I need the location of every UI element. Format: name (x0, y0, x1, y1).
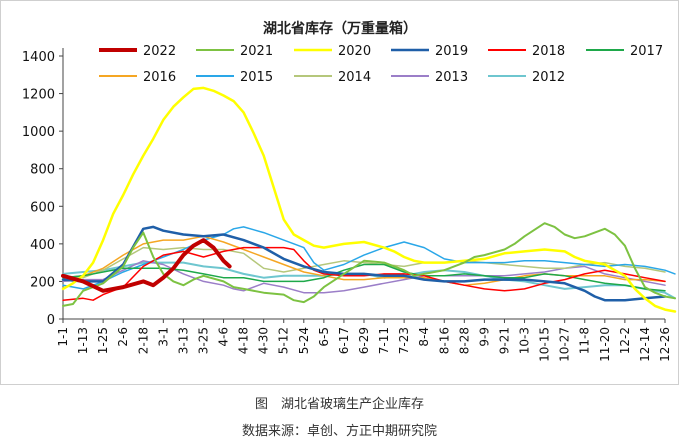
series-line-2019 (61, 225, 667, 302)
x-tick-label: 6-29 (357, 327, 371, 354)
legend-label-2016: 2016 (143, 70, 176, 85)
x-tick-label: 8-28 (457, 327, 471, 354)
series-line-2020 (61, 86, 677, 313)
legend-label-2014: 2014 (338, 70, 371, 85)
data-source: 数据来源：卓创、方正中期研究院 (241, 424, 437, 439)
x-tick-label: 5-12 (277, 327, 291, 354)
x-tick-label: 2-18 (136, 327, 150, 354)
x-tick-label: 6-17 (337, 327, 351, 354)
y-tick-label: 800 (30, 163, 55, 178)
x-tick-label: 4-30 (257, 327, 271, 354)
line-chart: 湖北省库存（万重量箱） 0 200 400 600 800 1000 1200 1400 1-1… (22, 20, 677, 362)
series-line-2014 (62, 246, 666, 279)
legend-label-2017: 2017 (630, 44, 663, 59)
legend-label-2020: 2020 (338, 44, 371, 59)
x-tick-label: 5-24 (297, 327, 311, 354)
figure-caption: 图 湖北省玻璃生产企业库存 (254, 397, 424, 412)
y-tick-label: 600 (30, 200, 55, 215)
legend-label-2012: 2012 (532, 70, 565, 85)
x-tick-label: 1-1 (56, 327, 70, 347)
x-tick-label: 2-6 (116, 327, 130, 347)
x-tick-label: 4-18 (237, 327, 251, 354)
x-tick-label: 3-25 (196, 327, 210, 354)
legend-label-2015: 2015 (240, 70, 273, 85)
legend-label-2018: 2018 (532, 44, 565, 59)
x-tick-label: 9-21 (497, 327, 511, 354)
y-tick-label: 0 (47, 313, 55, 328)
x-tick-label: 7-23 (397, 327, 411, 354)
series-lines (61, 86, 677, 313)
x-tick-label: 8-16 (437, 327, 451, 354)
legend-label-2022: 2022 (143, 44, 176, 59)
x-tick-label: 3-13 (176, 327, 190, 354)
series-line-2021 (62, 222, 676, 307)
x-tick-label: 1-13 (76, 327, 90, 354)
x-tick-label: 10-15 (538, 327, 552, 362)
chart-title: 湖北省库存（万重量箱） (263, 20, 417, 37)
x-tick-label: 8-4 (417, 327, 431, 347)
legend-label-2021: 2021 (240, 44, 273, 59)
y-tick-label: 400 (30, 238, 55, 253)
y-tick-label: 1000 (22, 125, 55, 140)
x-tick-label: 11-8 (578, 327, 592, 354)
x-tick-label: 10-3 (518, 327, 532, 354)
series-line-2022 (61, 238, 232, 293)
series-line-2017 (62, 263, 666, 292)
x-tick-label: 7-11 (377, 327, 391, 354)
x-tick-label: 10-27 (558, 327, 572, 362)
axes: 0 200 400 600 800 1000 1200 1400 1-1 1-13 1-25 2-6 2… (22, 48, 672, 362)
x-tick-label: 1-25 (96, 327, 110, 354)
x-tick-label: 12-26 (658, 327, 672, 362)
legend-label-2013: 2013 (435, 70, 468, 85)
y-tick-label: 1200 (22, 88, 55, 103)
x-tick-label: 12-2 (618, 327, 632, 354)
legend-label-2019: 2019 (435, 44, 468, 59)
y-tick-label: 1400 (22, 50, 55, 65)
chart-container: 湖北省库存（万重量箱） 0 200 400 600 800 1000 1200 1400 1-1… (0, 0, 679, 385)
x-tick-label: 12-14 (638, 327, 652, 362)
x-tick-label: 11-20 (598, 327, 612, 362)
legend: 2022 2021 2020 2019 2018 2017 2016 2015 2014 2013… (99, 44, 663, 85)
x-tick-label: 4-6 (217, 327, 231, 347)
x-tick-label: 3-1 (156, 327, 170, 347)
x-tick-label: 6-5 (317, 327, 331, 347)
y-tick-label: 200 (30, 275, 55, 290)
x-tick-label: 9-9 (477, 327, 491, 347)
